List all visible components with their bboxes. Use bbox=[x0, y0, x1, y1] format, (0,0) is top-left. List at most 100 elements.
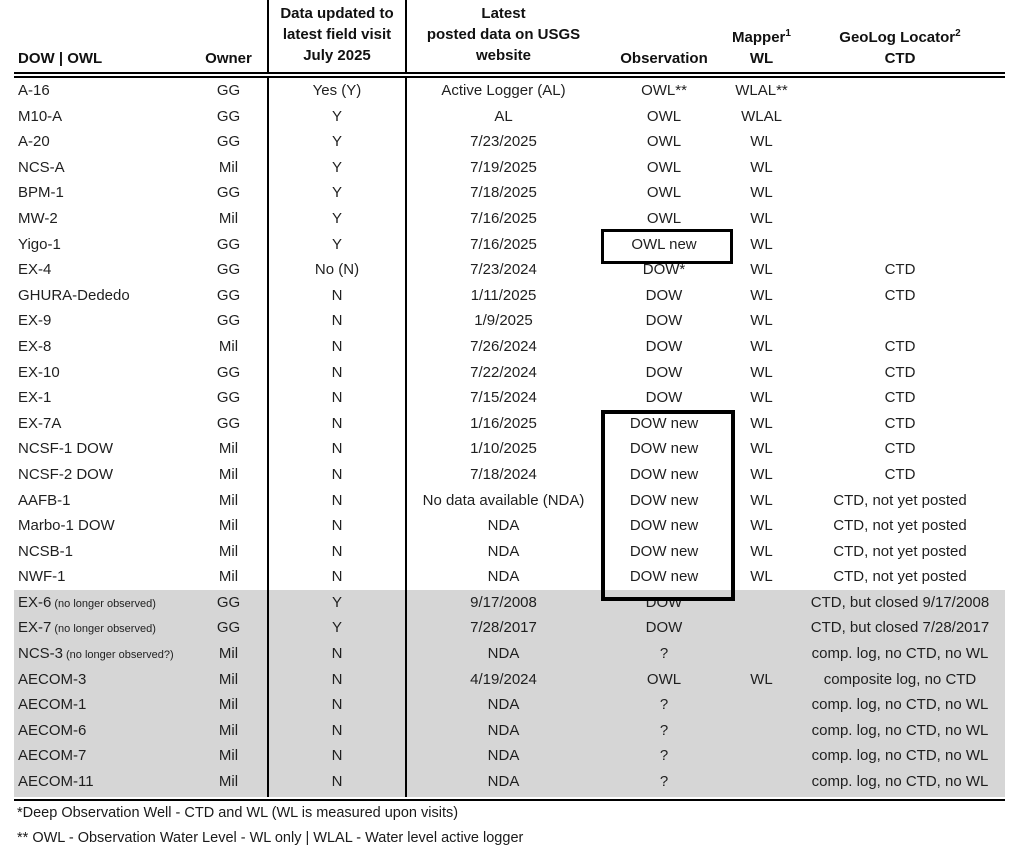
well-name-cell: EX-10 bbox=[14, 360, 190, 388]
well-name: BPM-1 bbox=[18, 184, 64, 202]
mapper-wl-cell: WL bbox=[750, 568, 773, 586]
observation-cell: DOW bbox=[645, 337, 683, 355]
well-name-cell: M10-A bbox=[14, 104, 190, 132]
owner-cell: Mil bbox=[190, 666, 267, 695]
latest-posted-cell: NDA bbox=[487, 568, 520, 586]
observation-cell: ? bbox=[600, 641, 728, 669]
header-data-updated-line2: latest field visit bbox=[282, 26, 392, 43]
mapper-wl-cell: WL bbox=[750, 184, 773, 202]
well-name: AECOM-7 bbox=[18, 747, 87, 765]
well-name: Marbo-1 DOW bbox=[18, 517, 115, 535]
owner-cell: Mil bbox=[190, 769, 267, 797]
well-name-cell: NWF-1 bbox=[14, 564, 190, 592]
latest-posted-cell: NDA bbox=[407, 641, 600, 669]
geolog-ctd-cell: CTD, not yet posted bbox=[833, 491, 967, 509]
header-mapper-sub-label: WL bbox=[749, 50, 774, 67]
latest-posted-cell: 7/19/2025 bbox=[470, 158, 537, 176]
well-name-cell: NCS-3 (no longer observed?) bbox=[14, 641, 190, 669]
well-name-cell: GHURA-Dededo bbox=[14, 283, 190, 311]
header-data-updated-line1: Data updated to bbox=[280, 5, 394, 22]
well-name: EX-7 bbox=[18, 619, 52, 637]
geolog-ctd-cell: CTD bbox=[884, 440, 916, 458]
mapper-wl-cell: WLAL** bbox=[735, 82, 788, 99]
data-updated-cell: N bbox=[267, 641, 407, 669]
observation-cell: ? bbox=[600, 692, 728, 720]
geolog-ctd-cell: CTD, not yet posted bbox=[833, 542, 967, 560]
well-name: GHURA-Dededo bbox=[18, 286, 130, 304]
data-updated-cell: N bbox=[267, 359, 407, 388]
well-name: Yigo-1 bbox=[18, 235, 61, 253]
data-updated-cell: N bbox=[267, 461, 407, 490]
data-updated-cell: N bbox=[267, 743, 407, 772]
well-name: AECOM-3 bbox=[18, 670, 87, 688]
table-row: AECOM-1 Mil N NDA ? comp. log, no CTD, n… bbox=[14, 692, 1005, 720]
observation-cell: DOW new bbox=[629, 414, 699, 432]
mapper-wl-cell: WL bbox=[750, 337, 773, 355]
well-name: M10-A bbox=[18, 107, 63, 125]
header-geolog-ctd: GeoLog Locator2 CTD bbox=[795, 0, 1005, 72]
owner-cell: GG bbox=[216, 389, 241, 407]
observation-cell: OWL bbox=[646, 107, 682, 125]
well-name-note: (no longer observed?) bbox=[66, 649, 174, 662]
table-row: NCSF-1 DOW Mil N 1/10/2025 DOW new WL CT… bbox=[14, 436, 1005, 464]
well-name-cell: EX-8 bbox=[14, 334, 190, 362]
table-row: EX-6 (no longer observed) GG Y 9/17/2008 … bbox=[14, 589, 1005, 618]
well-name: NCSB-1 bbox=[18, 542, 74, 560]
mapper-wl-cell: WL bbox=[750, 465, 773, 483]
well-name: AECOM-6 bbox=[18, 721, 87, 739]
table-row: EX-8 Mil N 7/26/2024 DOW WL CTD bbox=[14, 333, 1005, 362]
header-owner-label: Owner bbox=[205, 50, 252, 67]
table-row: NCS-3 (no longer observed?) Mil N NDA ? c… bbox=[14, 641, 1005, 669]
owner-cell: GG bbox=[216, 286, 241, 304]
owner-cell: GG bbox=[216, 184, 241, 202]
owner-cell: GG bbox=[216, 82, 241, 99]
well-name-cell: NCSF-2 DOW bbox=[14, 462, 190, 490]
geolog-ctd-cell: comp. log, no CTD, no WL bbox=[795, 743, 1005, 772]
latest-posted-cell: 7/23/2025 bbox=[470, 133, 537, 151]
well-name-cell: EX-7A bbox=[14, 411, 190, 439]
observation-cell: DOW new bbox=[629, 440, 699, 458]
owner-cell: Mil bbox=[218, 465, 239, 483]
mapper-wl-cell: WL bbox=[750, 363, 773, 381]
well-name: NWF-1 bbox=[18, 568, 66, 586]
geolog-ctd-cell bbox=[795, 78, 1005, 106]
owner-cell: GG bbox=[216, 312, 241, 330]
latest-posted-cell: 7/18/2025 bbox=[470, 184, 537, 202]
mapper-wl-cell: WL bbox=[750, 312, 773, 330]
table-row: EX-7A GG N 1/16/2025 DOW new WL CTD bbox=[14, 410, 1005, 439]
geolog-ctd-cell: comp. log, no CTD, no WL bbox=[795, 769, 1005, 797]
table-row: EX-7 (no longer observed) GG Y 7/28/2017 … bbox=[14, 615, 1005, 644]
mapper-wl-cell bbox=[728, 641, 795, 669]
table-row: NCS-A Mil Y 7/19/2025 OWL WL bbox=[14, 154, 1005, 183]
well-name: EX-6 bbox=[18, 593, 52, 611]
latest-posted-cell: 7/26/2024 bbox=[470, 337, 537, 355]
footnote-owl-wlal: ** OWL - Observation Water Level - WL on… bbox=[17, 830, 524, 846]
observation-cell: DOW bbox=[645, 312, 683, 330]
mapper-wl-cell: WL bbox=[750, 491, 773, 509]
data-updated-cell: N bbox=[267, 538, 407, 567]
owner-cell: Mil bbox=[190, 717, 267, 746]
mapper-wl-cell: WL bbox=[728, 666, 795, 695]
latest-posted-cell: 1/9/2025 bbox=[474, 312, 533, 330]
latest-posted-cell: 7/22/2024 bbox=[470, 363, 537, 381]
data-updated-cell: Y bbox=[267, 589, 407, 618]
table-row: EX-9 GG N 1/9/2025 DOW WL bbox=[14, 308, 1005, 336]
data-updated-cell: N bbox=[267, 333, 407, 362]
observation-cell: DOW new bbox=[629, 517, 699, 535]
well-name-cell: A-16 bbox=[14, 78, 190, 106]
latest-posted-cell: 7/16/2025 bbox=[470, 235, 537, 253]
header-data-updated: Data updated to latest field visit July … bbox=[267, 0, 407, 72]
well-name: A-20 bbox=[18, 133, 50, 151]
latest-posted-cell: AL bbox=[494, 107, 513, 125]
data-updated-cell: N bbox=[267, 513, 407, 541]
observation-cell: ? bbox=[600, 717, 728, 746]
mapper-wl-cell bbox=[728, 589, 795, 618]
well-name: EX-10 bbox=[18, 363, 60, 381]
mapper-wl-cell bbox=[728, 769, 795, 797]
well-name: EX-1 bbox=[18, 389, 52, 407]
well-name: EX-8 bbox=[18, 337, 52, 355]
owner-cell: Mil bbox=[218, 158, 239, 176]
well-name: AECOM-11 bbox=[18, 773, 94, 791]
data-updated-cell: Y bbox=[267, 231, 407, 260]
latest-posted-cell: NDA bbox=[487, 542, 520, 560]
